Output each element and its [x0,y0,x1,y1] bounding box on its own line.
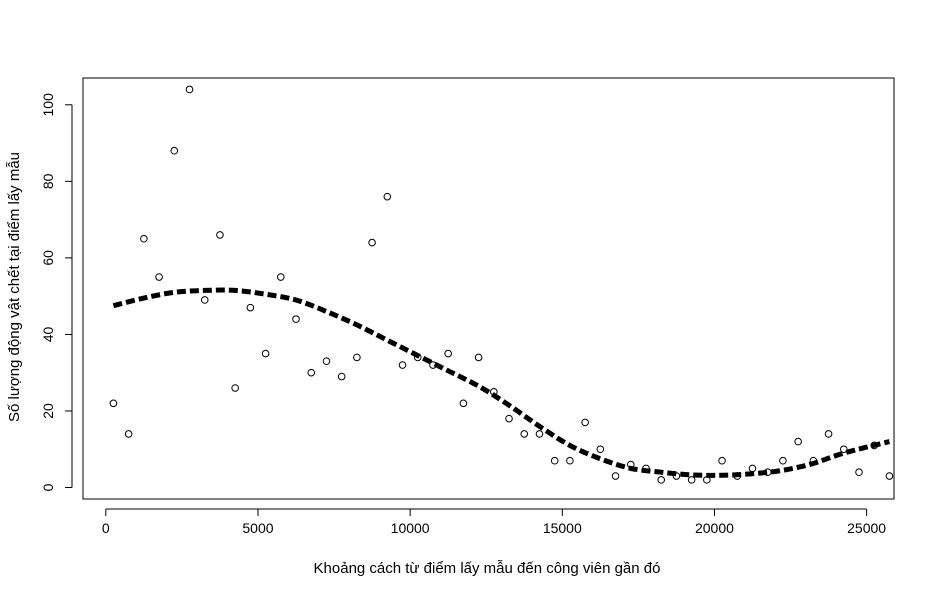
data-point [687,476,696,484]
data-point [566,456,574,465]
y-axis: 0 20 40 60 80 100 [40,93,73,491]
data-point [124,430,133,438]
data-point [277,273,285,281]
data-point [474,353,483,362]
data-point [733,472,742,480]
x-tick-label: 10000 [391,520,430,536]
y-tick-label: 100 [40,93,56,117]
data-point [642,464,650,473]
data-point [261,349,270,358]
data-point [809,456,818,465]
data-point [231,384,239,392]
data-point [337,372,346,381]
data-points [109,85,894,484]
data-point [718,456,726,465]
y-tick-label: 60 [40,250,56,266]
data-point [657,476,665,484]
fitted-curve [112,287,891,478]
data-point [626,460,635,469]
x-tick-label: 15000 [543,520,582,536]
data-point [505,414,513,423]
data-point [200,296,209,304]
y-axis-label: Số lượng động vật chết tại điểm lấy mẫu [6,152,23,422]
x-tick-label: 25000 [847,520,886,536]
data-point [368,238,376,247]
fitted-line-path [112,287,891,478]
data-point [383,192,392,201]
data-point [353,353,361,362]
y-tick-label: 80 [40,173,56,189]
data-point [596,445,605,454]
x-tick-label: 5000 [242,520,273,536]
x-tick-label: 0 [102,520,110,536]
data-point [109,399,118,408]
x-axis-label: Khoảng cách từ điểm lấy mẫu đến công viê… [314,560,661,577]
data-point [703,476,711,484]
data-point [763,468,772,477]
data-point [520,430,529,438]
data-point [444,349,452,358]
data-point [307,368,316,377]
data-point [292,315,300,323]
data-point [550,456,559,465]
data-point [459,399,468,408]
data-point [216,231,224,239]
data-point [855,468,863,477]
data-point [611,472,620,480]
data-point [672,472,681,480]
y-tick-label: 40 [40,326,56,342]
data-point [398,361,407,369]
data-point [322,357,331,366]
data-point [885,472,894,480]
data-point [413,353,422,362]
data-point [794,437,802,446]
plot-frame [82,77,895,500]
data-point [185,85,194,94]
data-point [824,430,833,438]
data-point [490,388,498,396]
x-tick-label: 20000 [695,520,734,536]
data-point [581,418,589,427]
y-tick-label: 0 [40,483,56,491]
data-point [140,234,148,243]
x-axis: 0 5000 10000 15000 20000 25000 [102,508,886,536]
data-point [779,456,787,465]
data-point [170,146,179,155]
y-tick-label: 20 [40,403,56,419]
data-point [839,445,848,454]
data-point [870,441,879,450]
data-point [535,430,544,438]
data-point [155,273,163,281]
data-point [429,361,437,369]
data-point [748,464,757,473]
data-point [246,303,255,312]
